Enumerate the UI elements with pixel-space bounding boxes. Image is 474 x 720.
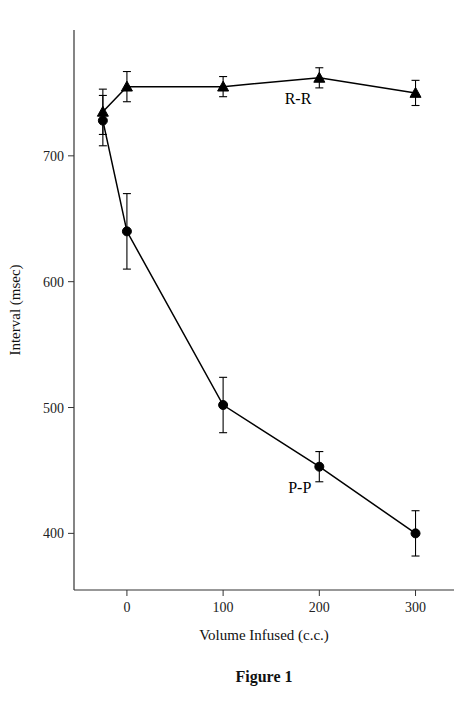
x-tick — [319, 590, 320, 596]
y-tick-label: 500 — [43, 401, 64, 416]
chart-svg: 0 100 200 300 400 500 600 700 R-R P-P Volume Infus… — [0, 0, 474, 720]
error-bar — [315, 452, 323, 482]
error-bar — [99, 95, 107, 145]
error-bar-cap — [412, 80, 420, 81]
y-tick — [68, 281, 74, 282]
error-bar-cap — [315, 451, 323, 452]
y-tick-label: 400 — [43, 526, 64, 541]
y-tick-label: 700 — [43, 149, 64, 164]
marker — [122, 227, 131, 236]
y-axis-line — [73, 30, 74, 590]
chart-container: 0 100 200 300 400 500 600 700 R-R P-P Volume Infus… — [0, 0, 474, 720]
error-bar-cap — [412, 510, 420, 511]
y-tick — [68, 407, 74, 408]
marker — [315, 462, 324, 471]
x-tick-label: 300 — [405, 600, 426, 615]
error-bar-cap — [219, 432, 227, 433]
x-axis-title: Volume Infused (c.c.) — [199, 627, 329, 644]
error-bar — [412, 511, 420, 556]
series-line — [103, 78, 416, 112]
x-tick — [415, 590, 416, 596]
error-bar — [219, 377, 227, 432]
marker — [121, 81, 132, 91]
error-bar-cap — [412, 105, 420, 106]
plot-area — [97, 68, 421, 556]
x-tick-label: 0 — [123, 600, 130, 615]
error-bar-cap — [412, 555, 420, 556]
x-axis-line — [74, 589, 454, 590]
marker — [98, 116, 107, 125]
error-bar-cap — [219, 377, 227, 378]
y-tick — [68, 533, 74, 534]
error-bar-cap — [219, 76, 227, 77]
marker — [410, 87, 421, 97]
marker — [411, 529, 420, 538]
error-bar-cap — [99, 145, 107, 146]
error-bar-cap — [315, 481, 323, 482]
error-bar-cap — [99, 95, 107, 96]
error-bar-cap — [123, 269, 131, 270]
error-bar-cap — [99, 89, 107, 90]
error-bar-cap — [315, 67, 323, 68]
error-bar-cap — [123, 193, 131, 194]
y-tick-label: 600 — [43, 275, 64, 290]
y-tick — [68, 155, 74, 156]
marker — [218, 81, 229, 91]
series-label: R-R — [285, 90, 312, 107]
error-bar — [123, 194, 131, 270]
figure-caption: Figure 1 — [235, 668, 292, 686]
series-label: P-P — [288, 479, 311, 496]
error-bar-cap — [123, 71, 131, 72]
x-tick — [126, 590, 127, 596]
error-bar-cap — [123, 101, 131, 102]
marker — [219, 401, 228, 410]
x-tick-label: 100 — [213, 600, 234, 615]
series-line — [103, 121, 416, 534]
error-bar-cap — [219, 96, 227, 97]
x-tick-label: 200 — [309, 600, 330, 615]
marker — [314, 72, 325, 82]
y-axis-title: Interval (msec) — [7, 264, 24, 355]
x-tick — [223, 590, 224, 596]
error-bar-cap — [315, 87, 323, 88]
